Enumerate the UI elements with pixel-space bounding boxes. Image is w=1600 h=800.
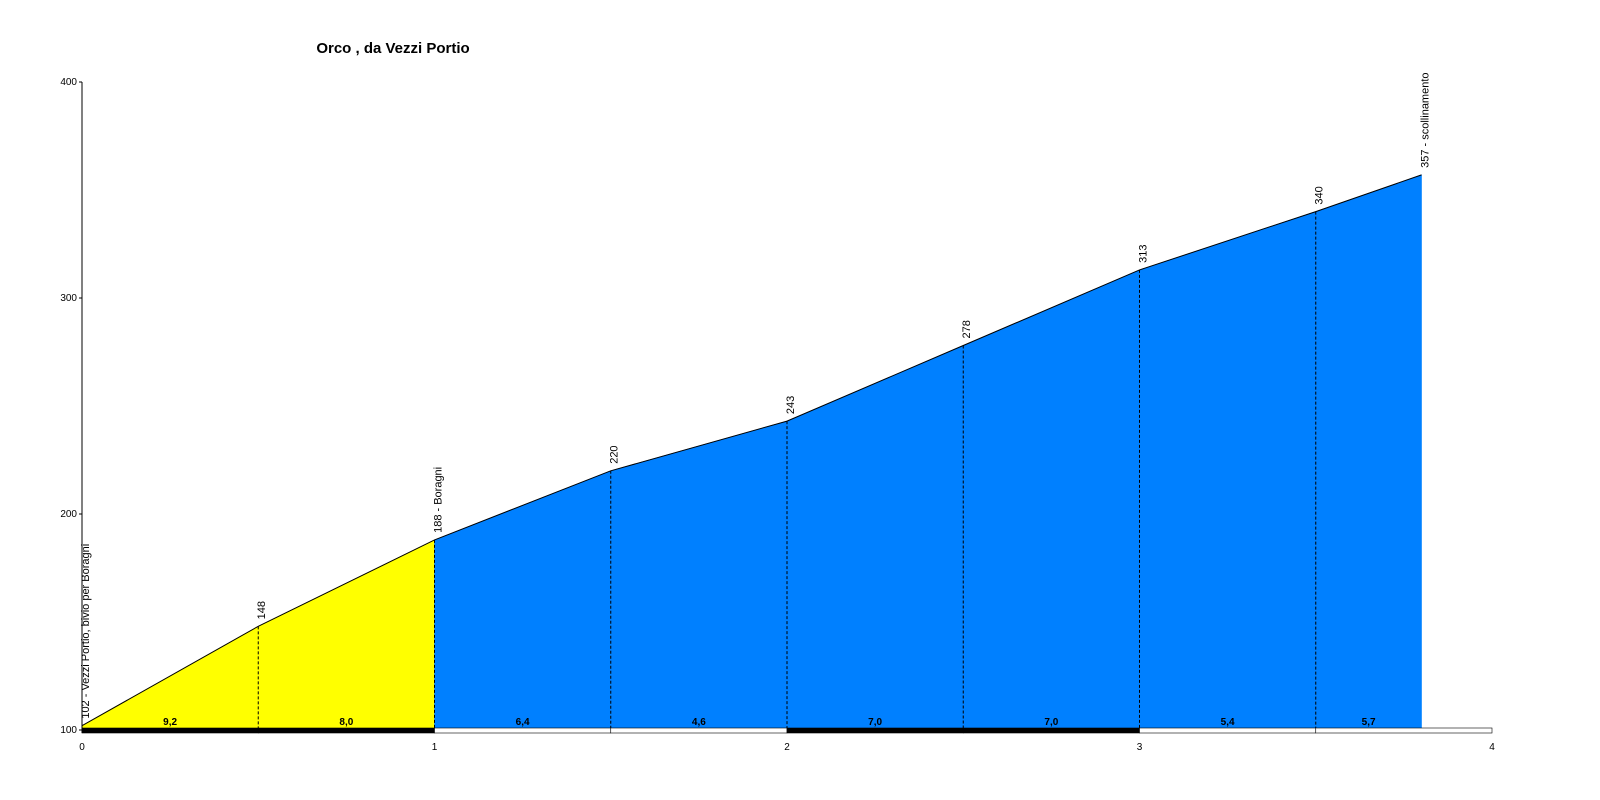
y-tick-100: 100 (60, 725, 77, 736)
point-label-1: 102 - Vezzi Portio, bivio per Boragni (80, 544, 92, 719)
point-label-3: 188 - Boragni (433, 467, 445, 533)
profile-segment-5 (786, 345, 964, 731)
km-bar-cell-8 (1315, 727, 1493, 734)
x-tick-2: 2 (784, 742, 790, 753)
km-bar-cell-5 (786, 727, 964, 734)
chart-title: Orco , da Vezzi Portio (316, 40, 469, 57)
point-label-8: 340 (1314, 186, 1326, 204)
km-bar-cell-3 (434, 727, 612, 734)
gradient-labels: 9,2 8,0 6,4 4,6 7,0 7,0 5,4 5,7 (163, 717, 1376, 728)
point-label-6: 278 (961, 320, 973, 338)
profile-segment-7 (1139, 211, 1317, 731)
km-bar-cell-4 (610, 727, 788, 734)
point-label-2: 148 (256, 601, 268, 619)
y-tick-400: 400 (60, 77, 77, 88)
profile-outline (81, 174, 1422, 727)
point-label-5: 243 (785, 396, 797, 414)
profile-line (81, 174, 1422, 727)
gradient-label-1: 9,2 (163, 717, 177, 728)
profile-segment-6 (962, 269, 1140, 731)
x-tick-1: 1 (432, 742, 438, 753)
km-bar-cell-1 (81, 727, 259, 734)
profile-segment-3 (434, 470, 612, 731)
y-tick-200: 200 (60, 509, 77, 520)
profile-segment-4 (610, 420, 788, 731)
x-tick-4: 4 (1489, 742, 1495, 753)
profile-segment-2 (257, 539, 435, 731)
profile-segment-1 (81, 625, 259, 731)
y-tick-300: 300 (60, 293, 77, 304)
x-tick-3: 3 (1137, 742, 1143, 753)
km-bar-cell-2 (257, 727, 435, 734)
gradient-label-4: 4,6 (692, 717, 706, 728)
gradient-label-2: 8,0 (339, 717, 353, 728)
axes: 100 200 300 400 0 1 2 3 4 (60, 77, 1495, 753)
point-label-7: 313 (1138, 245, 1150, 263)
point-labels: 102 - Vezzi Portio, bivio per Boragni 148… (80, 72, 1432, 718)
gradient-label-3: 6,4 (516, 717, 530, 728)
profile-segment-8 (1315, 174, 1422, 731)
gradient-label-5: 7,0 (868, 717, 882, 728)
segment-dividers (257, 211, 1317, 730)
gradient-label-6: 7,0 (1044, 717, 1058, 728)
km-bar-cell-7 (1139, 727, 1317, 734)
point-label-9: 357 - scollinamento (1420, 72, 1432, 167)
gradient-label-8: 5,7 (1362, 717, 1376, 728)
x-tick-0: 0 (79, 742, 85, 753)
profile-areas (81, 174, 1422, 731)
km-scale-bar (81, 727, 1493, 734)
km-bar-cell-6 (962, 727, 1140, 734)
point-label-4: 220 (609, 445, 621, 463)
gradient-label-7: 5,4 (1221, 717, 1235, 728)
